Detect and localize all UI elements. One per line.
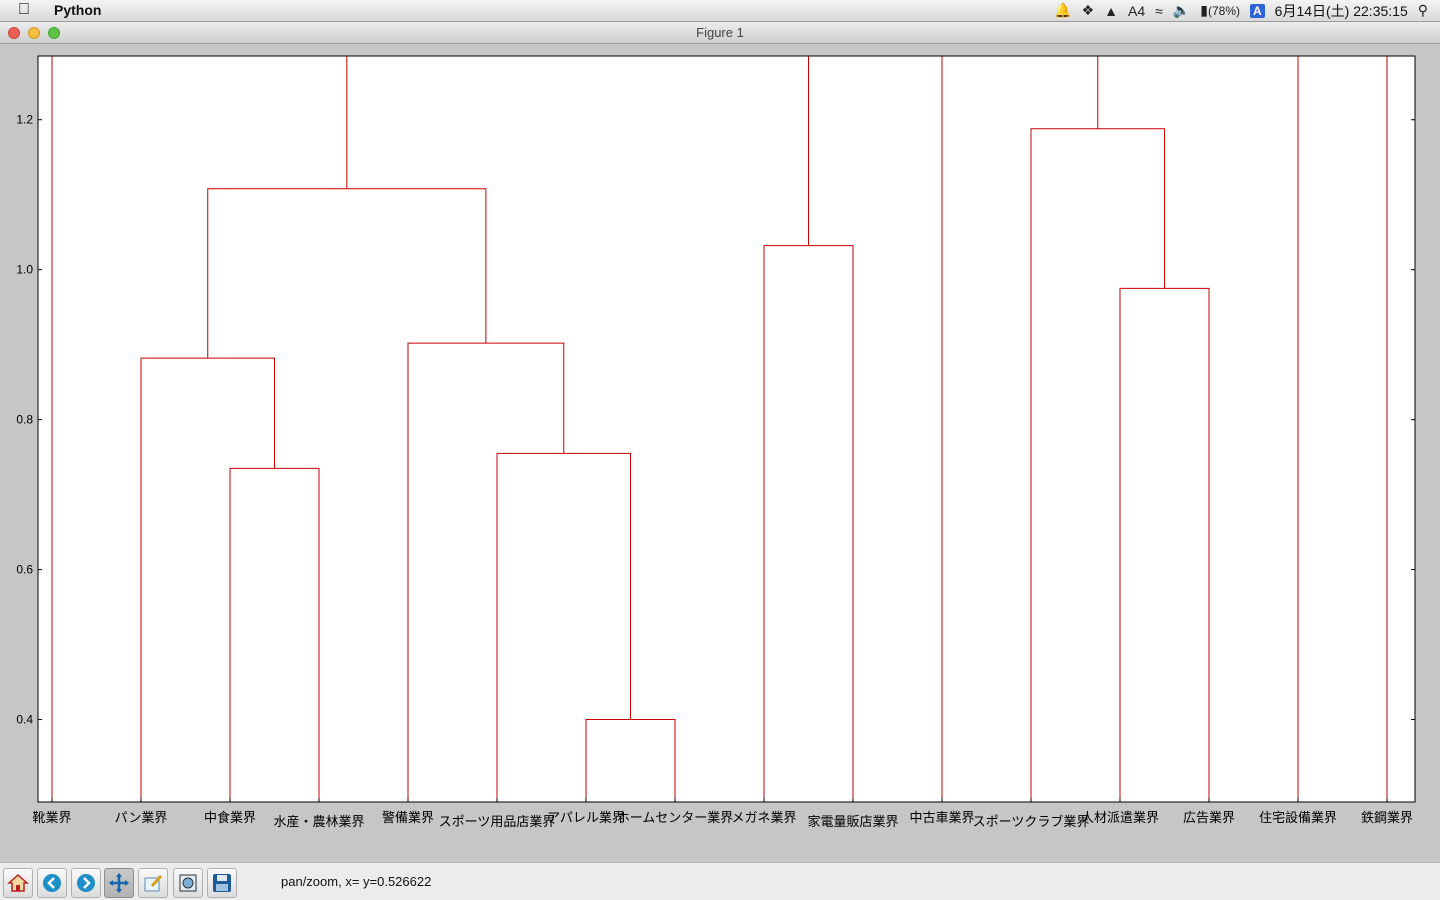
bell-icon[interactable]: 🔔: [1054, 2, 1072, 18]
input-tool-icon[interactable]: A4: [1127, 2, 1146, 19]
dropbox-icon[interactable]: ❖: [1081, 2, 1095, 18]
leaf-label: 住宅設備業界: [1259, 810, 1337, 826]
dendrogram-link: [229, 467, 320, 802]
leaf-label: スポーツ用品店業界: [439, 814, 556, 830]
leaf-label: 水産・農林業界: [273, 814, 364, 830]
home-icon: [7, 873, 29, 892]
configure-button[interactable]: [173, 868, 203, 898]
y-tick-label: 1.2: [16, 113, 33, 127]
y-tick-label: 0.4: [16, 713, 33, 727]
close-button[interactable]: [8, 27, 20, 39]
back-button[interactable]: [37, 868, 67, 898]
subplots-config-icon: [144, 874, 163, 892]
volume-icon[interactable]: 🔈: [1172, 2, 1191, 18]
minimize-button[interactable]: [28, 27, 40, 39]
floppy-disk-icon: [213, 874, 231, 892]
leaf-label: 広告業界: [1183, 810, 1235, 826]
menubar-clock[interactable]: 6月14日(土) 22:35:15: [1274, 2, 1408, 19]
axes-frame: [37, 55, 1416, 803]
leaf-label: スポーツクラブ業界: [973, 814, 1090, 830]
back-arrow-icon: [43, 874, 61, 892]
dendrogram-link: [140, 357, 275, 802]
dendrogram-links: [51, 56, 1388, 802]
y-tick-label: 0.8: [16, 413, 33, 427]
input-method-indicator[interactable]: A: [1249, 3, 1265, 18]
input-tool-count: 4: [1137, 2, 1146, 19]
wifi-icon[interactable]: ≈: [1155, 2, 1163, 19]
axes-background: [37, 55, 1416, 803]
y-tick-label: 0.6: [16, 563, 33, 577]
leaf-label: アパレル業界: [547, 810, 625, 826]
status-message: pan/zoom, x= y=0.526622: [281, 874, 432, 889]
forward-button[interactable]: [71, 868, 101, 898]
leaf-label: メガネ業界: [731, 810, 796, 826]
leaf-label: 中古車業界: [909, 810, 974, 826]
apple-icon[interactable]: : [18, 1, 30, 19]
y-axis: 0.4 0.6 0.8 1.0 1.2: [16, 113, 1415, 727]
spotlight-icon[interactable]: ⚲: [1417, 2, 1428, 18]
leaf-label: 人材派遣業界: [1081, 810, 1159, 826]
x-axis: 靴業界 パン業界 中食業界 水産・農林業界 警備業界 スポーツ用品店業界アパレル業界ホーム…: [32, 798, 1413, 830]
window-title: Figure 1: [696, 25, 744, 40]
dendrogram-link: [207, 188, 487, 359]
subplots-button[interactable]: [138, 868, 168, 898]
window-titlebar[interactable]: Figure 1: [0, 22, 1440, 44]
leaf-label: 家電量販店業界: [807, 814, 898, 830]
menu-bar:  Python 🔔 ❖ ▲ A4 ≈ 🔈 ▮(78%) A 6月14日(土) …: [0, 0, 1440, 22]
save-button[interactable]: [207, 868, 237, 898]
dendrogram-figure[interactable]: 0.40.60.81.01.2 靴業界 パン業界 中食業界 水産・農林業界 警備業界 スポ…: [0, 44, 1440, 862]
leaf-label: ホームセンター業界: [617, 810, 734, 826]
dendrogram-link: [585, 719, 676, 802]
dendrogram-link: [496, 452, 631, 802]
pan-arrows-icon: [109, 873, 129, 893]
zoom-button[interactable]: [48, 27, 60, 39]
pan-button[interactable]: [104, 868, 134, 898]
traffic-lights: [8, 27, 60, 39]
navigation-toolbar: pan/zoom, x= y=0.526622: [0, 862, 1440, 900]
leaf-label: 靴業界: [32, 810, 71, 826]
leaf-label: 鉄鋼業界: [1361, 810, 1413, 826]
leaf-label: パン業界: [115, 810, 168, 826]
status-tray: 🔔 ❖ ▲ A4 ≈ 🔈 ▮(78%) A 6月14日(土) 22:35:15 …: [1054, 0, 1440, 21]
app-name[interactable]: Python: [54, 2, 102, 18]
dendrogram-link: [407, 342, 565, 802]
leaf-label: 警備業界: [382, 810, 434, 826]
battery-icon[interactable]: ▮(78%): [1200, 2, 1240, 18]
home-button[interactable]: [3, 868, 33, 898]
figure-options-icon: [179, 874, 197, 892]
battery-percent: (78%): [1207, 4, 1240, 18]
y-tick-label: 1.0: [16, 263, 33, 277]
drive-icon[interactable]: ▲: [1104, 2, 1118, 19]
forward-arrow-icon: [77, 874, 95, 892]
leaf-label: 中食業界: [204, 810, 256, 826]
